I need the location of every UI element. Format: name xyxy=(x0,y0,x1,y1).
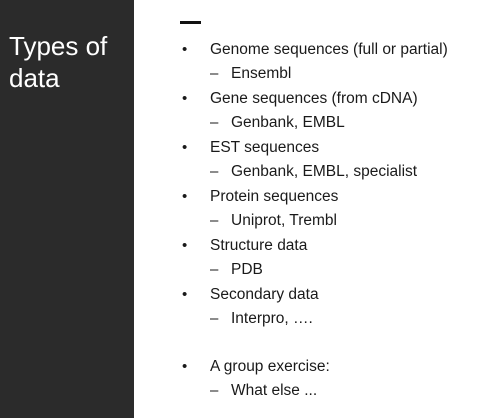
bullet-icon: • xyxy=(182,41,188,58)
dash-icon: – xyxy=(210,65,219,82)
sub-bullet-label: Ensembl xyxy=(231,65,292,82)
bullet-icon: • xyxy=(182,90,188,107)
sub-bullet-label: Interpro, …. xyxy=(231,310,313,327)
bullet-list: • Genome sequences (full or partial) – E… xyxy=(182,38,472,404)
bullet-label: Gene sequences (from cDNA) xyxy=(210,90,418,107)
dash-icon: – xyxy=(210,212,219,229)
bullet-label: Genome sequences (full or partial) xyxy=(210,41,448,58)
content-panel: • Genome sequences (full or partial) – E… xyxy=(134,0,477,418)
bullet-icon: • xyxy=(182,237,188,254)
list-item: • EST sequences – Genbank, EMBL, special… xyxy=(182,136,472,185)
bullet-label: Secondary data xyxy=(210,286,319,303)
list-item: • Secondary data – Interpro, …. xyxy=(182,283,472,332)
dash-icon: – xyxy=(210,163,219,180)
list-item: • Gene sequences (from cDNA) – Genbank, … xyxy=(182,87,472,136)
list-item: • Genome sequences (full or partial) – E… xyxy=(182,38,472,87)
list-item: • Structure data – PDB xyxy=(182,234,472,283)
bullet-label: Protein sequences xyxy=(210,188,339,205)
bullet-icon: • xyxy=(182,358,188,375)
sub-bullet-label: Uniprot, Trembl xyxy=(231,212,337,229)
sidebar-panel: Types of data xyxy=(0,0,134,418)
sub-bullet-label: What else ... xyxy=(231,382,318,399)
dash-icon: – xyxy=(210,114,219,131)
sub-bullet-label: PDB xyxy=(231,261,263,278)
bullet-icon: • xyxy=(182,188,188,205)
accent-bar xyxy=(180,21,201,24)
dash-icon: – xyxy=(210,310,219,327)
dash-icon: – xyxy=(210,261,219,278)
bullet-icon: • xyxy=(182,286,188,303)
sub-bullet-label: Genbank, EMBL xyxy=(231,114,345,131)
bullet-label: A group exercise: xyxy=(210,358,330,375)
sub-bullet-label: Genbank, EMBL, specialist xyxy=(231,163,418,180)
slide-title: Types of data xyxy=(9,31,108,93)
list-item: • A group exercise: – What else ... xyxy=(182,355,472,404)
bullet-label: EST sequences xyxy=(210,139,320,156)
bullet-icon: • xyxy=(182,139,188,156)
dash-icon: – xyxy=(210,382,219,399)
bullet-label: Structure data xyxy=(210,237,308,254)
list-item: • Protein sequences – Uniprot, Trembl xyxy=(182,185,472,234)
